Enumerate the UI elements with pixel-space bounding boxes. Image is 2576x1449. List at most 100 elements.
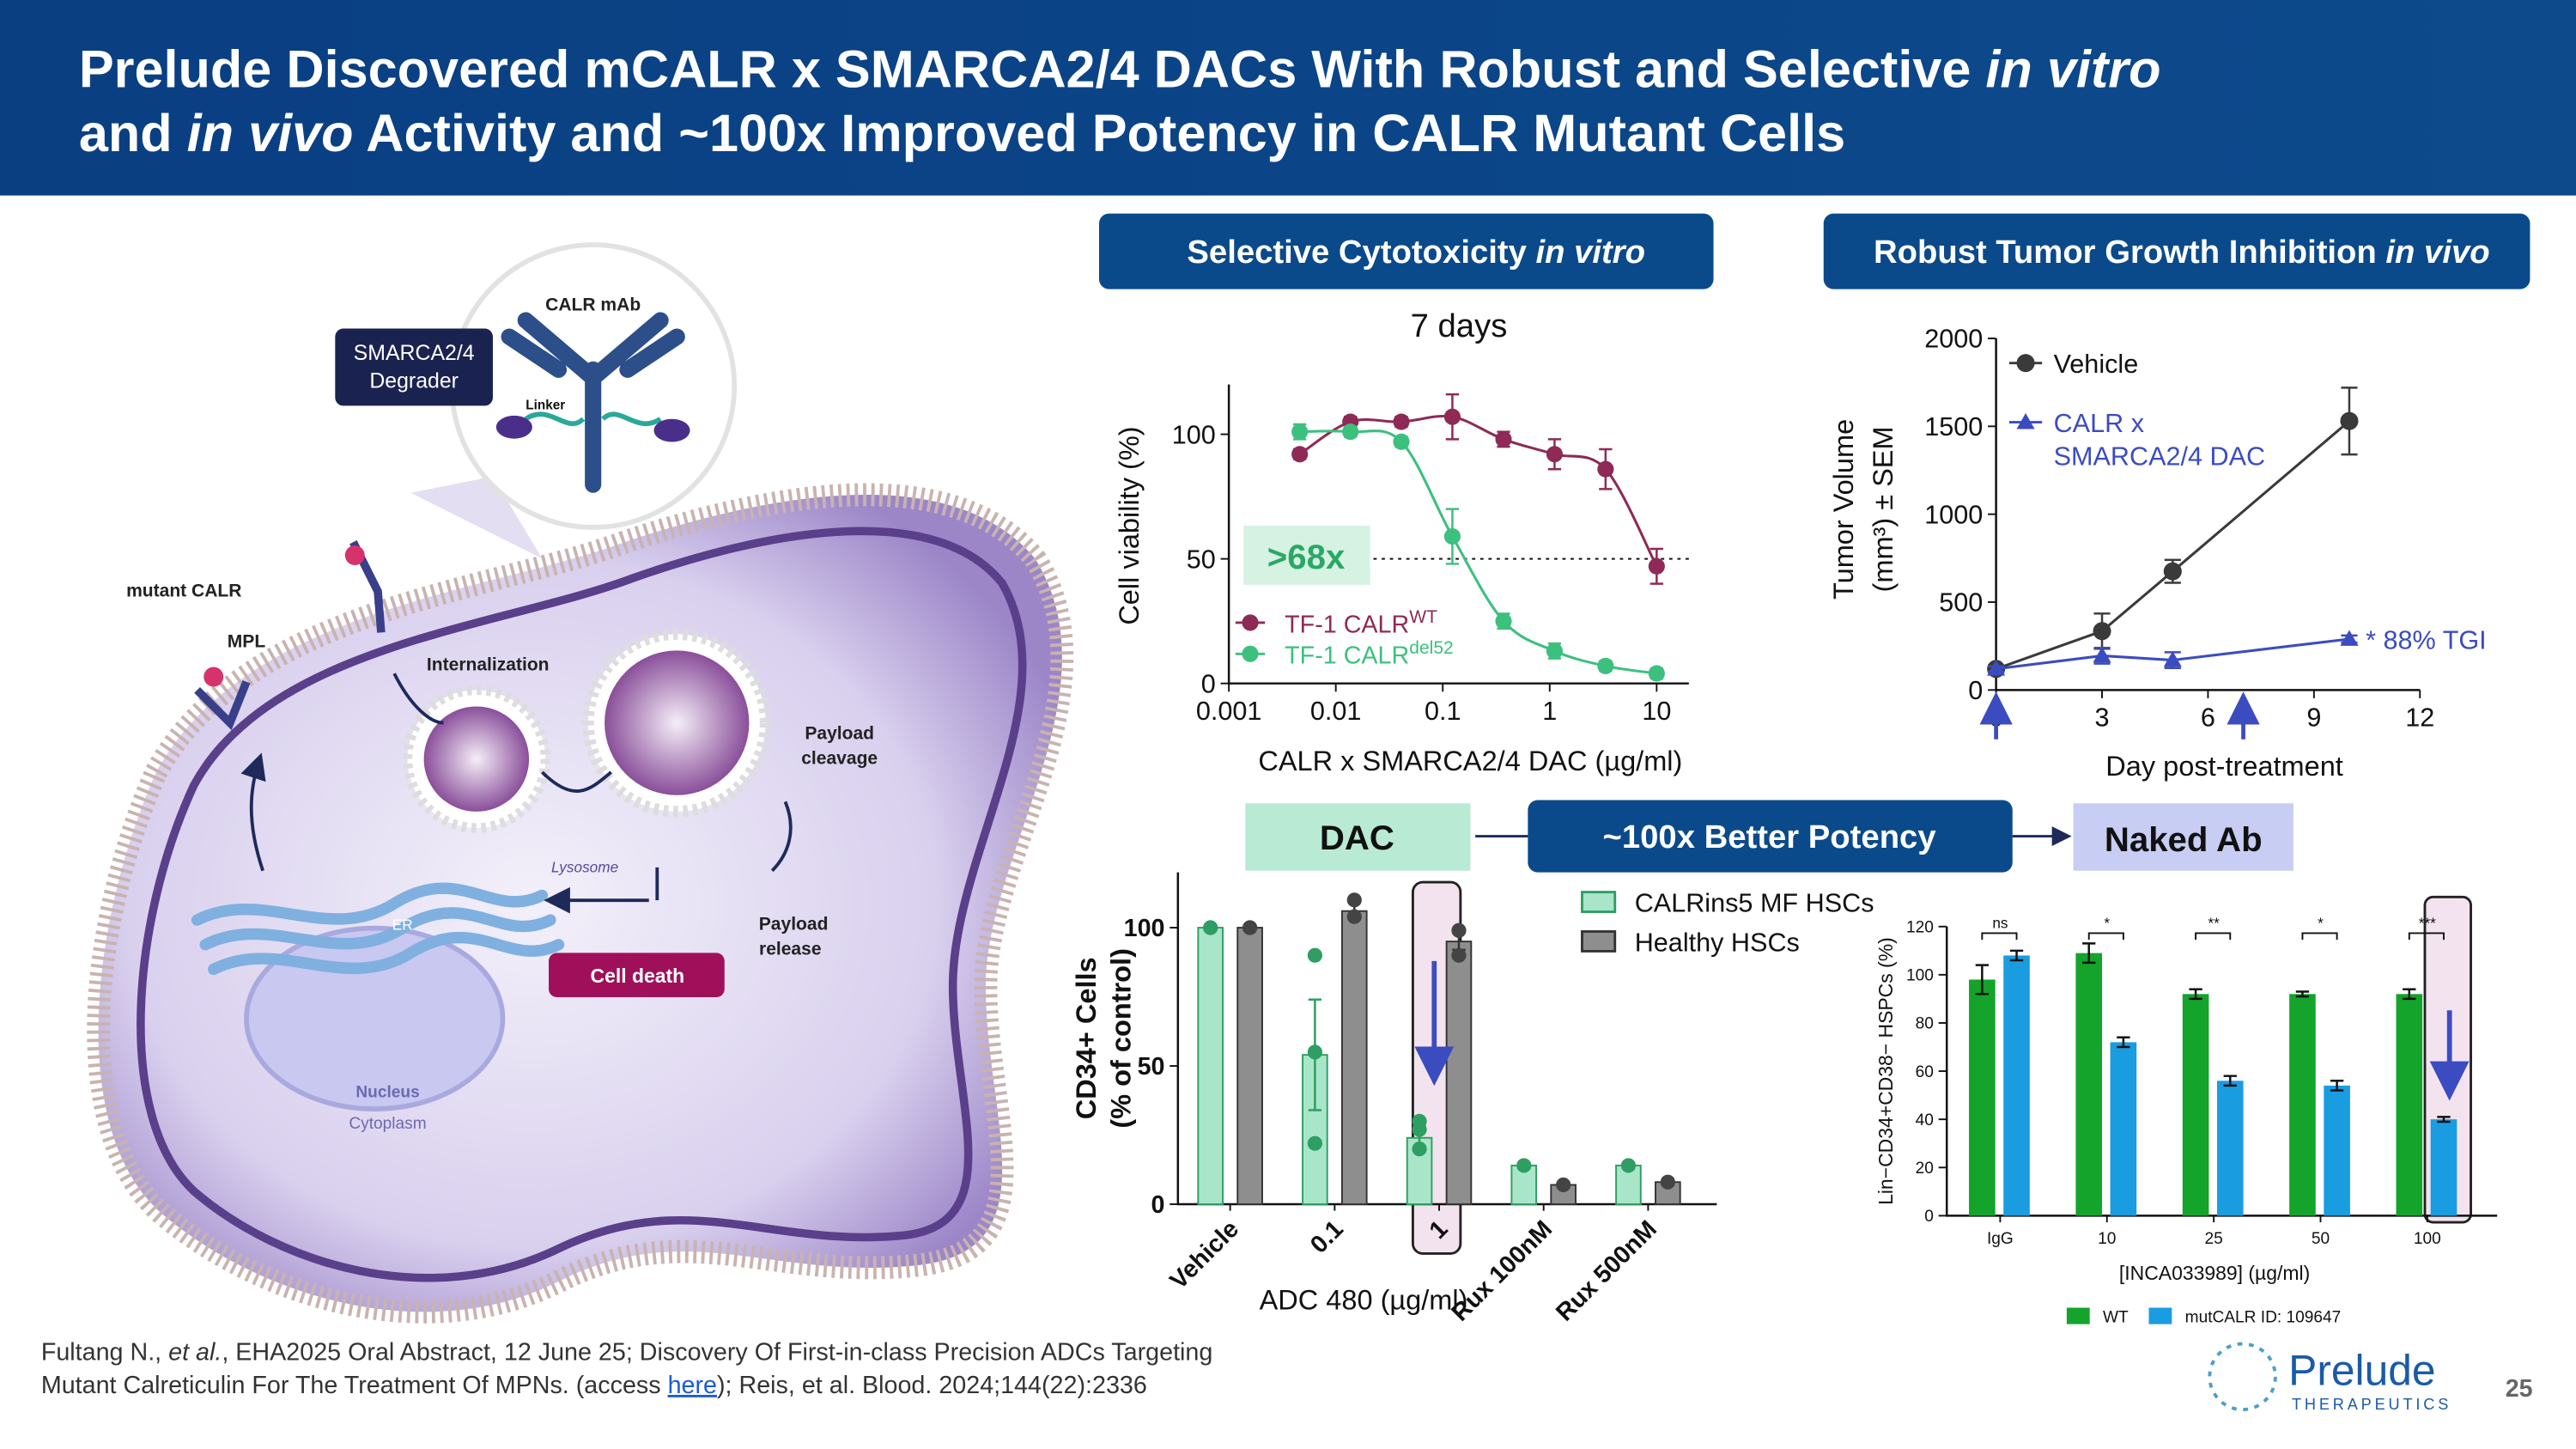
x-tick-label: 100: [2414, 1230, 2441, 1248]
comparison-box: [1528, 800, 2013, 873]
replicate-point: [1620, 1158, 1637, 1173]
series-line: [1996, 637, 2350, 671]
data-point: [1291, 423, 1309, 441]
footnote: Fultang N., et al., EHA2025 Oral Abstrac…: [41, 1339, 1213, 1367]
x-tick-label: 12: [2405, 703, 2434, 732]
diagram-label: mutant CALR: [126, 581, 241, 600]
legend-label: TF-1 CALRWT: [1285, 607, 1437, 638]
legend-label: Vehicle: [2054, 350, 2139, 379]
replicate-point: [1346, 892, 1362, 908]
chart-title: 7 days: [1411, 307, 1508, 344]
slide-title-part: in vivo: [187, 104, 354, 162]
y-tick-label: 100: [1172, 420, 1216, 449]
x-tick-label: Rux 500nM: [1551, 1215, 1662, 1327]
y-tick-label: 1000: [1924, 500, 1983, 529]
membrane: [137, 527, 1027, 1282]
x-tick-label: 0.01: [1310, 697, 1362, 726]
data-point: [1342, 423, 1359, 441]
y-tick-label: 20: [1916, 1160, 1934, 1178]
x-tick-label: 0.1: [1425, 697, 1461, 726]
diagram-label: CALR mAb: [545, 295, 641, 315]
legend-swatch: [2066, 1307, 2090, 1324]
y-axis-label: (mm³) ± SEM: [1868, 426, 1899, 592]
significance-label: *: [2104, 915, 2110, 932]
data-point: [2163, 651, 2182, 667]
x-tick-label: Rux 100nM: [1446, 1215, 1558, 1327]
title-band: [0, 0, 2576, 196]
diagram-label: Linker: [526, 398, 565, 412]
footnote-part: Fultang N.,: [41, 1339, 168, 1367]
legend-label: SMARCA2/4 DAC: [2054, 441, 2266, 471]
replicate-point: [1307, 947, 1322, 963]
mutant-calr-dot: [344, 545, 365, 565]
data-point: [2340, 630, 2359, 646]
data-point: [1443, 408, 1461, 425]
data-point: [1495, 430, 1512, 447]
replicate-point: [1412, 1142, 1427, 1157]
bar: [2396, 994, 2423, 1216]
diagram-label: Cytoplasm: [349, 1115, 426, 1133]
endosome-core: [423, 706, 530, 812]
footnote-part: et al.: [168, 1339, 222, 1367]
annotation-box: [1243, 526, 1370, 585]
x-axis-label: [INCA033989] (µg/ml): [2119, 1262, 2310, 1284]
significance-bracket: [2301, 932, 2338, 941]
data-point: [1648, 557, 1665, 575]
error-bar: [2117, 1036, 2130, 1049]
bar: [2216, 1081, 2244, 1216]
data-point: [1546, 446, 1563, 463]
legend-swatch: [1581, 930, 1617, 953]
legend-label: Healthy HSCs: [1635, 928, 1800, 957]
y-tick-label: 120: [1906, 918, 1934, 936]
recycle-arrow: [240, 752, 266, 872]
replicate-point: [1203, 920, 1218, 935]
diagram-label: Nucleus: [355, 1084, 419, 1102]
x-tick-label: 0.1: [1305, 1215, 1349, 1259]
error-bar: [2437, 1116, 2451, 1123]
y-tick-label: 80: [1916, 1015, 1934, 1033]
bar: [2289, 994, 2316, 1216]
x-tick-label: IgG: [1987, 1230, 2014, 1248]
data-point: [1597, 460, 1614, 478]
diagram-label: Lysosome: [551, 859, 618, 876]
data-point: [2340, 411, 2359, 430]
x-tick-label: 1: [1542, 697, 1557, 726]
x-tick-label: 6: [2201, 703, 2215, 732]
data-point: [1393, 433, 1410, 450]
replicate-point: [1346, 909, 1362, 924]
legend-label: TF-1 CALRdel52: [1285, 638, 1454, 669]
panel-header-part: Robust Tumor Growth Inhibition: [1874, 234, 2385, 271]
footnote-part: , EHA2025 Oral Abstract, 12 June 25; Dis…: [222, 1339, 1212, 1367]
diagram-label: SMARCA2/4: [354, 341, 475, 365]
significance-bracket: [2195, 932, 2232, 941]
y-axis-label: Tumor Volume: [1828, 419, 1859, 600]
diagram-label: Cell death: [591, 965, 685, 987]
payload: [653, 418, 690, 442]
legend-label: CALRins5 MF HSCs: [1635, 889, 1874, 918]
slide-title-part: and: [79, 104, 187, 162]
legend-label: CALR x: [2054, 409, 2144, 438]
bar: [2003, 955, 2030, 1216]
y-axis-label: Lin−CD34+CD38− HSPCs (%): [1874, 937, 1897, 1205]
bar: [2430, 1119, 2458, 1216]
annotation: * 88% TGI: [2366, 626, 2487, 655]
footnote-part[interactable]: here: [668, 1372, 717, 1399]
nucleus: [244, 925, 506, 1111]
slide-title: and in vivo Activity and ~100x Improved …: [79, 104, 1845, 162]
data-point: [1648, 665, 1665, 682]
slide-title-part: Activity and ~100x Improved Potency in C…: [354, 104, 1846, 162]
significance-label: **: [2208, 915, 2220, 932]
legend-name: TF-1 CALR: [1285, 611, 1409, 638]
page-number: 25: [2506, 1375, 2533, 1403]
data-point: [1546, 642, 1563, 660]
y-tick-label: 50: [1187, 545, 1216, 574]
legend-marker: [2016, 354, 2035, 373]
y-axis-label: (% of control): [1105, 948, 1136, 1128]
mutant-calr-dot: [204, 667, 224, 687]
logo-tagline: THERAPEUTICS: [2292, 1396, 2451, 1413]
data-point: [1393, 413, 1410, 430]
degrader-box: [335, 328, 493, 406]
legend-swatch: [1581, 891, 1617, 913]
replicate-point: [1660, 1174, 1675, 1190]
